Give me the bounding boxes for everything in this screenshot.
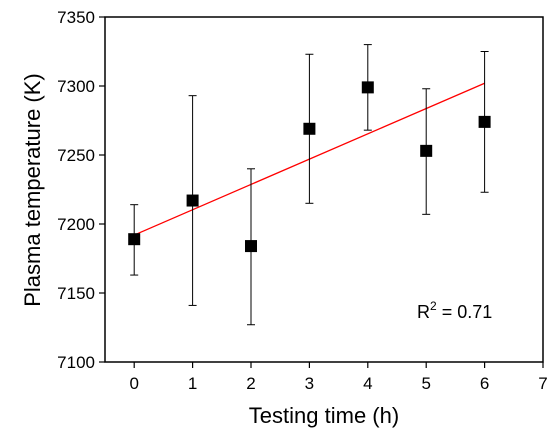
data-point [245,240,257,253]
x-tick-label: 1 [188,374,197,393]
x-tick-label: 5 [421,374,430,393]
data-point [361,81,374,94]
r-squared-exponent: 2 [430,299,437,313]
x-tick-label: 0 [129,374,138,393]
r-squared-annotation: R2 = 0.71 [417,299,492,322]
x-axis-title: Testing time (h) [249,403,399,428]
y-tick-label: 7100 [57,353,95,372]
r-squared-label: R [417,302,430,322]
x-tick-label: 6 [480,374,489,393]
y-tick-label: 7150 [57,284,95,303]
data-point [128,233,141,246]
x-tick-label: 4 [363,374,372,393]
data-point [303,122,316,135]
marks-layer [128,44,491,326]
x-tick-label: 2 [246,374,255,393]
x-tick-label: 3 [305,374,314,393]
y-tick-label: 7200 [57,215,95,234]
plot-frame [104,16,544,363]
data-point [186,194,199,207]
y-tick-label: 7250 [57,146,95,165]
data-point [420,144,433,157]
data-point [478,115,491,128]
y-axis-title: Plasma temperature (K) [20,73,45,307]
y-tick-label: 7350 [57,8,95,27]
axis-layer: 0 1 2 3 4 5 6 7 7100 7150 7200 7250 7300 7350 [57,8,548,393]
r-squared-value: = 0.71 [437,302,493,322]
x-tick-label: 7 [538,374,547,393]
y-tick-label: 7300 [57,77,95,96]
